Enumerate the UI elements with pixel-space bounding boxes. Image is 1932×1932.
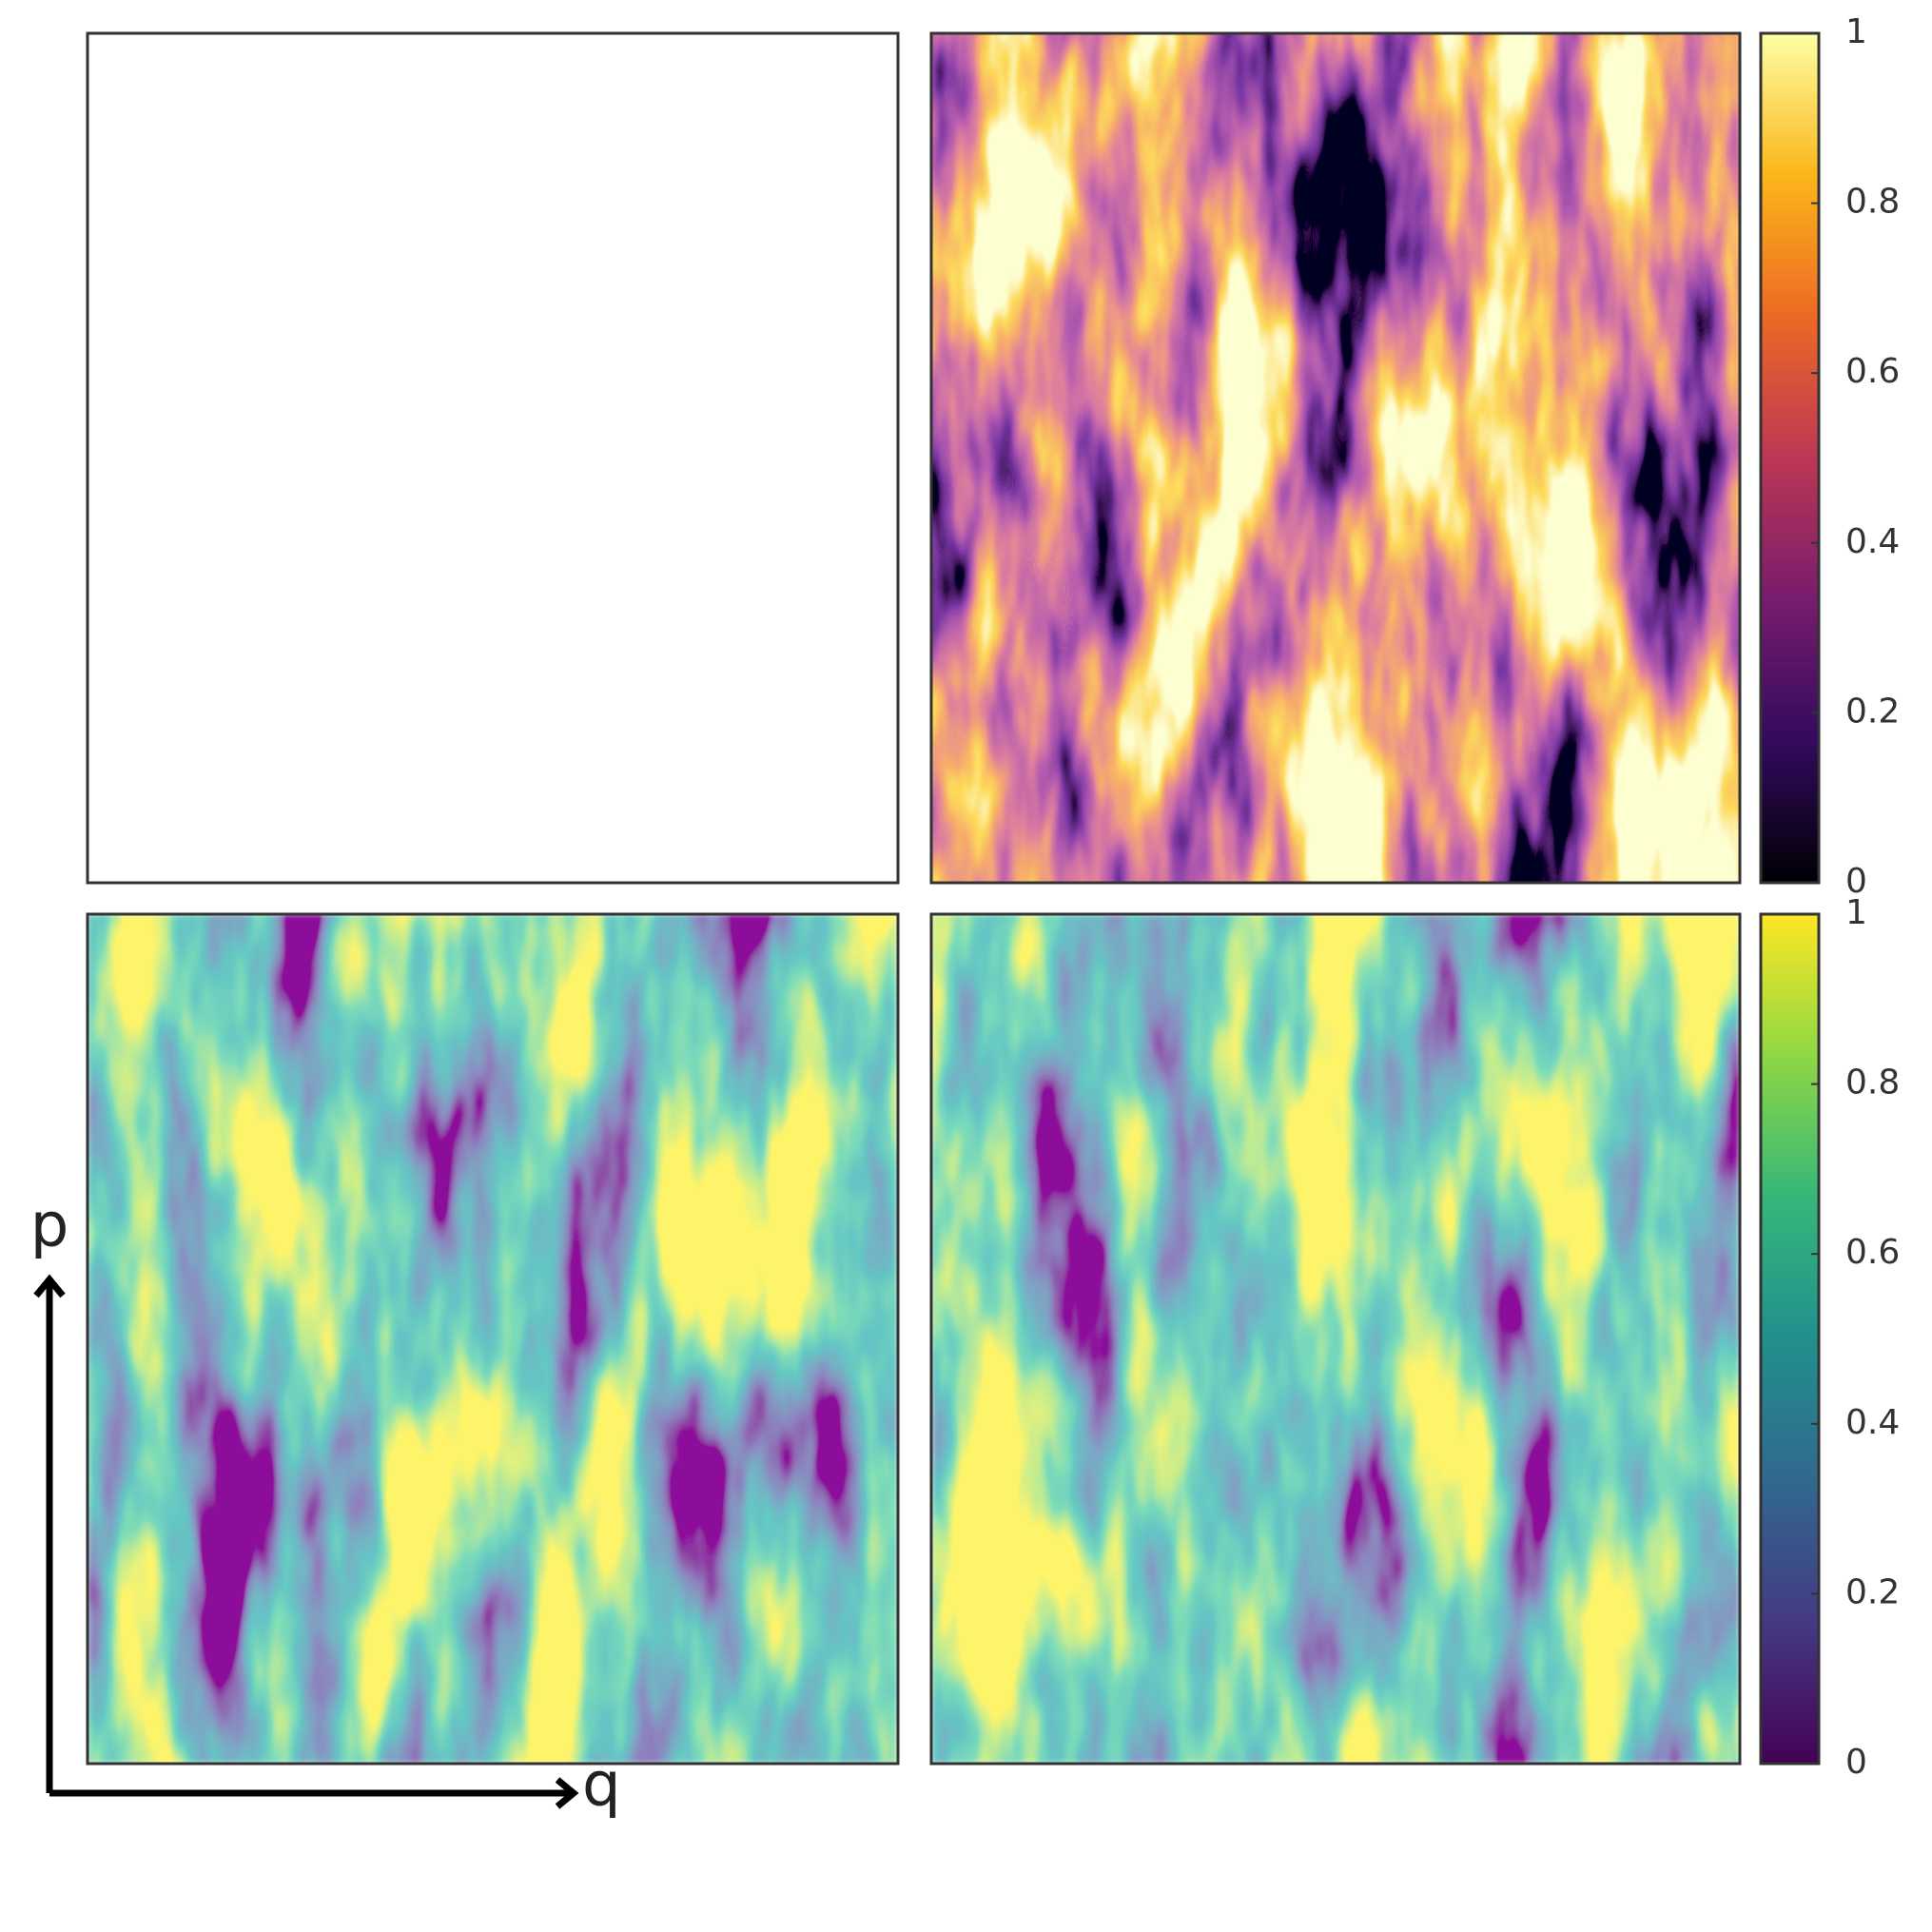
colorbar-tick-label: 0.4 [1845, 522, 1900, 561]
colorbar-gradient [1761, 914, 1819, 1764]
colorbar-tick-label: 0.8 [1845, 1064, 1900, 1103]
colorbar-tick-label: 0.4 [1845, 1403, 1900, 1442]
colorbar-tick-label: 1 [1845, 893, 1867, 932]
colorbar-tick-label: 0.6 [1845, 1233, 1900, 1272]
scatter-panel [86, 31, 900, 885]
colorbar-frame [1759, 912, 1821, 1766]
heatmap-panel [86, 912, 900, 1766]
colorbar-tick-label: 0 [1845, 862, 1867, 901]
colorbar-gradient [1761, 33, 1819, 883]
heatmap-image [931, 33, 1740, 883]
x-axis-label: q [582, 1750, 621, 1821]
colorbar-tick-label: 0 [1845, 1743, 1867, 1782]
colorbar-tick-label: 0.6 [1845, 352, 1900, 391]
colorbar-tick-label: 0.8 [1845, 183, 1900, 222]
colorbar-frame [1759, 31, 1821, 885]
panel-frame [86, 912, 900, 1766]
scatter-points-red [88, 33, 250, 883]
q-arrow [49, 1777, 579, 1809]
heatmap-image [931, 914, 1740, 1764]
p-arrow [33, 1274, 66, 1793]
panel-frame [86, 31, 900, 885]
y-axis-label: p [30, 1191, 69, 1261]
colorbar-tick-label: 1 [1845, 12, 1867, 51]
colorbar-tick-label: 0.2 [1845, 692, 1900, 731]
panel-frame [929, 31, 1742, 885]
heatmap-image [88, 914, 898, 1764]
axes-arrows [33, 1274, 579, 1809]
panel-frame [929, 912, 1742, 1766]
heatmap-panel [929, 31, 1742, 885]
colorbar-tick-label: 0.2 [1845, 1572, 1900, 1611]
heatmap-panel [929, 912, 1742, 1766]
scatter-points-black [250, 33, 898, 883]
